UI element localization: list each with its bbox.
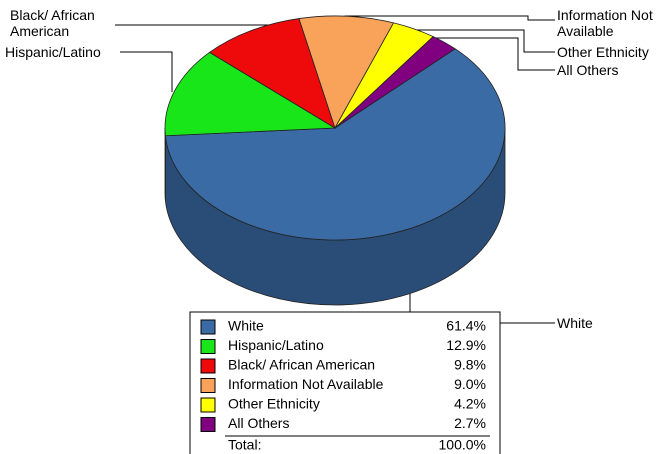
legend-swatch	[200, 378, 216, 393]
legend-value: 4.2%	[454, 396, 486, 412]
slice	[208, 18, 336, 129]
leader-line	[120, 51, 173, 92]
legend-box	[189, 311, 501, 454]
callout-label: Black/ African American	[10, 7, 95, 39]
callout-label: Other Ethnicity	[557, 44, 649, 60]
legend-label: Hispanic/Latino	[228, 337, 324, 353]
slice	[164, 51, 337, 137]
legend-value: 12.9%	[446, 337, 486, 353]
slice	[298, 15, 395, 129]
pie	[164, 15, 506, 306]
legend-label: Other Ethnicity	[228, 396, 320, 412]
legend: White 61.4% Hispanic/Latino 12.9% Black/ Afr…	[200, 318, 486, 432]
slice	[164, 48, 506, 241]
slice	[334, 36, 456, 129]
callout-label: Hispanic/Latino	[5, 44, 101, 60]
legend-value: 2.7%	[454, 415, 486, 431]
legend-swatch	[200, 397, 216, 413]
legend-value: 9.0%	[454, 376, 486, 392]
legend-label: White	[228, 318, 264, 334]
total-value: 100.0%	[439, 437, 486, 453]
legend-value: 61.4%	[446, 318, 486, 334]
callout-label: White	[557, 315, 593, 331]
callout-label: All Others	[557, 62, 619, 78]
legend-swatch	[200, 417, 216, 432]
legend-swatch	[200, 319, 216, 335]
total-label: Total:	[228, 437, 261, 453]
legend-swatch	[200, 358, 216, 374]
legend-swatch	[200, 339, 216, 354]
legend-value: 9.8%	[454, 357, 486, 373]
legend-label: Information Not Available	[228, 376, 384, 392]
legend-label: Black/ African American	[228, 357, 375, 373]
callout-label: Information Not Available	[557, 7, 653, 39]
legend-label: All Others	[228, 415, 289, 431]
